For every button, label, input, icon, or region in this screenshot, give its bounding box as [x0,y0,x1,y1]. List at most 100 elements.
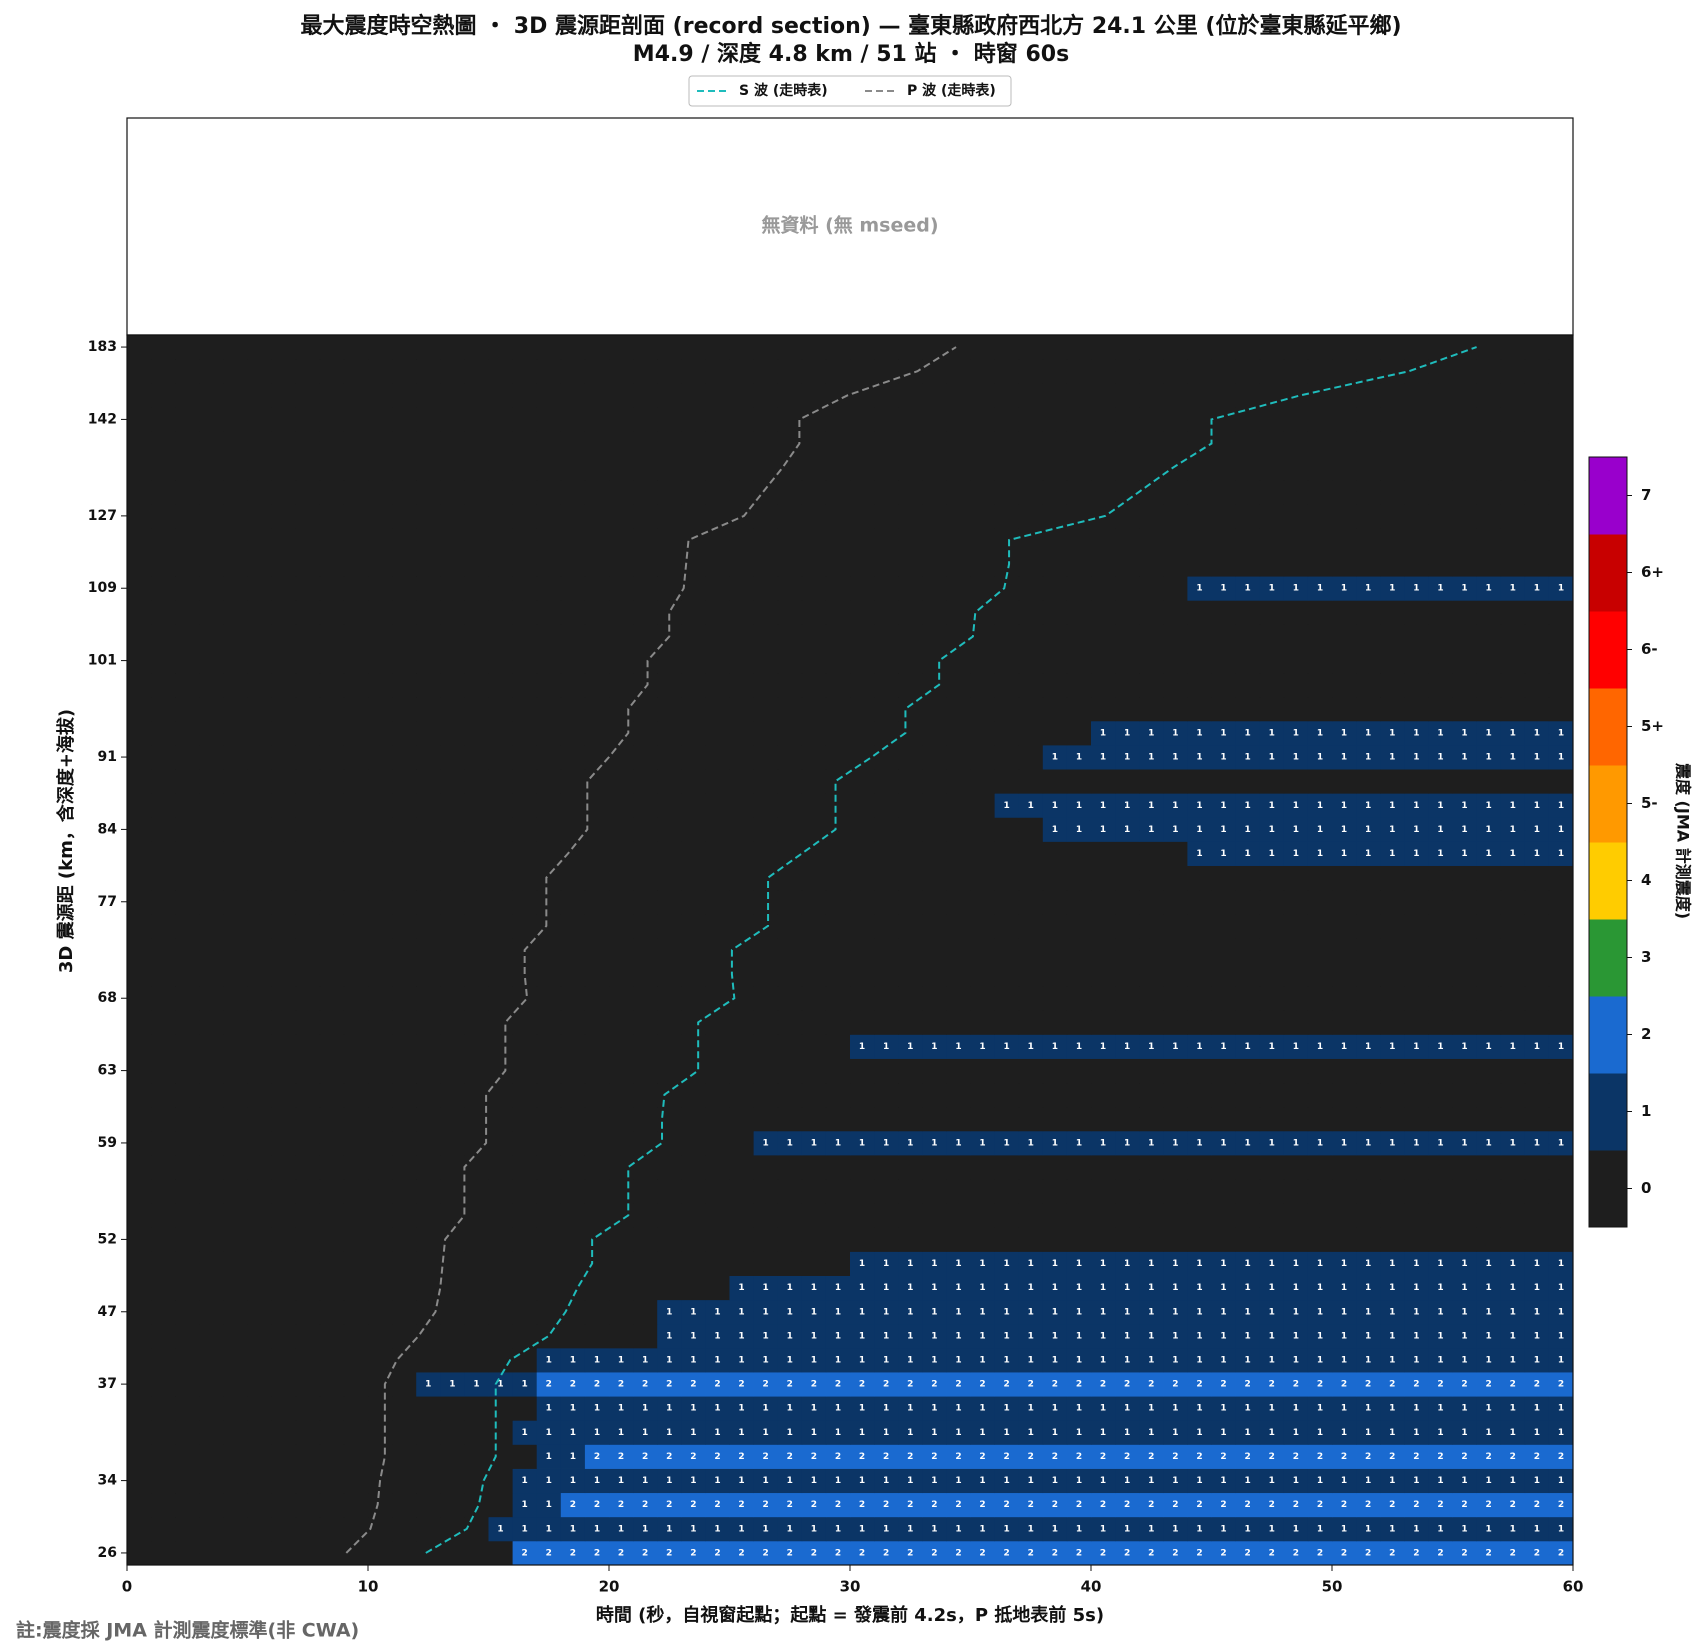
heat-cell [753,1468,779,1494]
heat-cell [584,889,610,915]
cell-label: 1 [1269,1404,1275,1414]
heat-cell [1404,1323,1429,1349]
heat-cell [584,841,610,866]
heat-cell [1452,889,1477,915]
heat-cell [825,455,851,481]
heat-cell [1066,1251,1092,1276]
heat-cell [127,1299,152,1325]
heat-cell [1476,1251,1502,1276]
heat-cell [127,479,152,505]
heat-cell [1524,1155,1550,1180]
heat-cell [488,720,513,746]
cell-label: 2 [811,1500,817,1510]
heat-cell [536,1347,562,1373]
cell-label: 1 [1196,1042,1202,1052]
cell-label: 2 [859,1452,865,1462]
heat-cell [512,1106,538,1132]
heat-cell [127,335,152,360]
heat-cell [1356,672,1381,698]
heat-cell [584,1251,610,1276]
heat-cell [488,1372,513,1397]
heat-cell [1259,576,1285,601]
heat-cell [392,1082,417,1108]
heat-cell [440,1010,465,1035]
heat-cell [127,672,152,698]
heat-cell [777,1130,803,1156]
cell-label: 1 [1341,849,1347,859]
heat-cell [609,1540,634,1566]
heat-cell [1452,1251,1477,1276]
heat-cell [560,624,586,649]
heat-cell [488,817,513,842]
heat-cell [319,552,345,577]
heat-cell [151,986,176,1011]
heat-cell [1307,1155,1333,1180]
heat-cell [1163,648,1188,674]
heat-cell [1211,1251,1236,1276]
cell-label: 1 [1269,1283,1275,1293]
heat-cell [1476,600,1502,625]
heat-cell [151,1058,176,1084]
heat-cell [729,1468,754,1494]
heat-cell [1548,383,1574,408]
cell-label: 1 [1220,1428,1226,1438]
heat-cell [175,1468,200,1494]
heat-cell [753,1444,779,1469]
heat-cell [512,986,538,1011]
heat-cell [247,889,272,915]
heat-cell [777,769,803,794]
heat-cell [681,672,706,698]
heat-cell [1235,720,1261,746]
heat-cell [440,769,465,794]
heat-cell [729,455,754,481]
cell-label: 1 [859,1404,865,1414]
travel-time-line [425,346,1477,1554]
cell-label: 1 [1076,1259,1082,1269]
heat-cell [1115,1155,1140,1180]
cell-label: 2 [1389,1500,1395,1510]
heat-cell [295,1034,321,1059]
heat-cell [1404,962,1429,987]
heat-cell [1428,1251,1453,1276]
cell-label: 1 [883,1404,889,1414]
heat-cell [777,793,803,818]
heat-cell [536,865,562,891]
heat-cell [1500,624,1526,649]
heat-cell [922,1540,947,1566]
heat-cell [1404,817,1429,842]
heat-cell [1476,1492,1502,1518]
heat-cell [440,1155,465,1180]
y-tick-label: 142 [88,411,117,427]
heat-cell [1500,841,1526,866]
cell-label: 1 [1172,1331,1178,1341]
heat-cell [1332,745,1357,770]
heat-cell [1283,1155,1309,1180]
cell-label: 2 [570,1548,576,1558]
heat-cell [1018,455,1044,481]
heat-cell [1091,1323,1116,1349]
heat-cell [729,889,754,915]
cell-label: 1 [1486,1356,1492,1366]
heat-cell [319,383,345,408]
heat-cell [127,407,152,432]
cell-label: 1 [1486,1331,1492,1341]
cell-label: 1 [690,1404,696,1414]
heat-cell [874,1106,899,1132]
heat-cell [247,1516,272,1542]
heat-cell [825,576,851,601]
heat-cell [898,648,923,674]
heat-cell [488,1155,513,1180]
heat-cell [319,407,345,432]
cell-label: 1 [1389,1428,1395,1438]
cell-label: 1 [1172,1283,1178,1293]
heat-cell [1524,696,1550,722]
heat-cell [1042,817,1068,842]
heat-cell [1307,1058,1333,1084]
heat-cell [199,1420,224,1445]
heat-cell [777,1540,803,1566]
cell-label: 2 [1245,1548,1251,1558]
cell-label: 1 [1461,1138,1467,1148]
heat-cell [1066,817,1092,842]
cell-label: 1 [1220,849,1226,859]
heat-cell [416,1396,441,1421]
